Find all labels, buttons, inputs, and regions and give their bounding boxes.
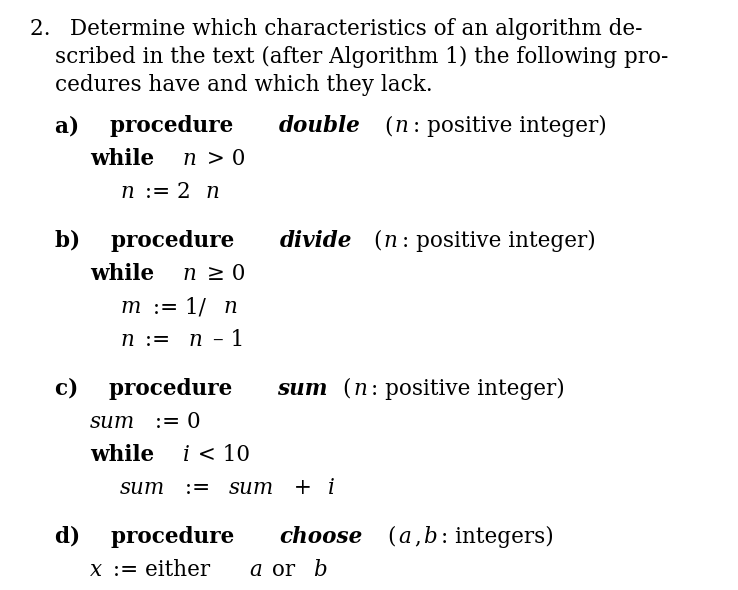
Text: ,: , bbox=[415, 526, 421, 548]
Text: 2.: 2. bbox=[30, 18, 61, 40]
Text: > 0: > 0 bbox=[200, 148, 246, 170]
Text: while: while bbox=[90, 263, 162, 285]
Text: a): a) bbox=[55, 115, 97, 137]
Text: b: b bbox=[313, 559, 327, 581]
Text: choose: choose bbox=[280, 526, 363, 548]
Text: n: n bbox=[224, 296, 238, 318]
Text: : integers): : integers) bbox=[441, 526, 554, 548]
Text: x: x bbox=[90, 559, 102, 581]
Text: n: n bbox=[206, 181, 220, 203]
Text: d): d) bbox=[55, 526, 98, 548]
Text: cedures have and which they lack.: cedures have and which they lack. bbox=[55, 74, 432, 96]
Text: := either: := either bbox=[106, 559, 217, 581]
Text: :=: := bbox=[179, 477, 218, 499]
Text: n: n bbox=[354, 378, 367, 400]
Text: while: while bbox=[90, 444, 162, 466]
Text: n: n bbox=[395, 115, 409, 137]
Text: n: n bbox=[188, 329, 202, 351]
Text: b): b) bbox=[55, 230, 98, 252]
Text: i: i bbox=[182, 444, 189, 466]
Text: (: ( bbox=[387, 526, 396, 548]
Text: i: i bbox=[328, 477, 335, 499]
Text: Determine which characteristics of an algorithm de-: Determine which characteristics of an al… bbox=[70, 18, 643, 40]
Text: while: while bbox=[90, 148, 162, 170]
Text: < 10: < 10 bbox=[191, 444, 250, 466]
Text: : positive integer): : positive integer) bbox=[371, 378, 565, 400]
Text: n: n bbox=[120, 329, 134, 351]
Text: sum: sum bbox=[277, 378, 328, 400]
Text: n: n bbox=[182, 263, 196, 285]
Text: (: ( bbox=[384, 115, 392, 137]
Text: or: or bbox=[266, 559, 303, 581]
Text: c): c) bbox=[55, 378, 97, 400]
Text: divide: divide bbox=[280, 230, 352, 252]
Text: scribed in the text (after Algorithm 1) the following pro-: scribed in the text (after Algorithm 1) … bbox=[55, 46, 669, 68]
Text: :=: := bbox=[138, 329, 177, 351]
Text: (: ( bbox=[373, 230, 382, 252]
Text: b: b bbox=[423, 526, 437, 548]
Text: : positive integer): : positive integer) bbox=[401, 230, 596, 252]
Text: double: double bbox=[278, 115, 360, 137]
Text: procedure: procedure bbox=[111, 526, 242, 548]
Text: +: + bbox=[287, 477, 319, 499]
Text: – 1: – 1 bbox=[206, 329, 244, 351]
Text: m: m bbox=[120, 296, 140, 318]
Text: n: n bbox=[120, 181, 134, 203]
Text: sum: sum bbox=[90, 411, 135, 433]
Text: a: a bbox=[398, 526, 411, 548]
Text: sum: sum bbox=[229, 477, 274, 499]
Text: n: n bbox=[182, 148, 196, 170]
Text: n: n bbox=[384, 230, 398, 252]
Text: := 0: := 0 bbox=[148, 411, 201, 433]
Text: := 1/: := 1/ bbox=[146, 296, 206, 318]
Text: sum: sum bbox=[120, 477, 165, 499]
Text: procedure: procedure bbox=[111, 230, 242, 252]
Text: procedure: procedure bbox=[108, 378, 239, 400]
Text: := 2: := 2 bbox=[138, 181, 190, 203]
Text: ≥ 0: ≥ 0 bbox=[200, 263, 246, 285]
Text: : positive integer): : positive integer) bbox=[413, 115, 607, 137]
Text: procedure: procedure bbox=[110, 115, 241, 137]
Text: a: a bbox=[249, 559, 262, 581]
Text: (: ( bbox=[342, 378, 351, 400]
